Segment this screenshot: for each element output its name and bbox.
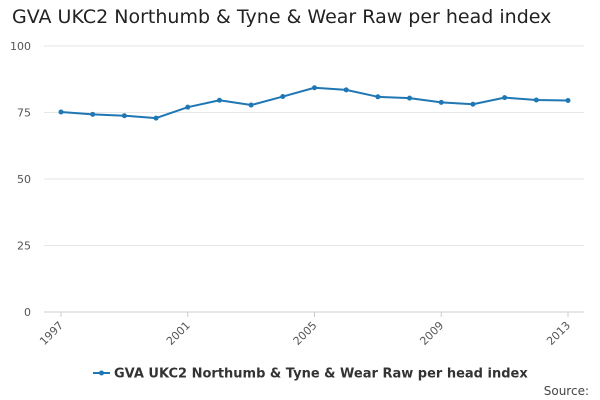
data-point-1998[interactable] (90, 111, 96, 117)
data-point-2009[interactable] (438, 99, 444, 105)
data-point-2011[interactable] (502, 95, 508, 101)
y-tick-label: 50 (17, 173, 31, 186)
data-point-2013[interactable] (565, 98, 571, 104)
y-axis-ticks: 0 25 50 75 100 (10, 40, 31, 319)
legend: GVA UKC2 Northumb & Tyne & Wear Raw per … (93, 367, 528, 382)
source-label: Source: (544, 384, 589, 398)
legend-point-marker (99, 370, 104, 376)
data-point-2008[interactable] (407, 95, 413, 101)
data-point-1999[interactable] (121, 113, 127, 119)
y-tick-label: 100 (10, 40, 31, 53)
data-point-2010[interactable] (470, 101, 476, 107)
x-tick-label: 2013 (544, 319, 573, 348)
data-point-2004[interactable] (280, 94, 286, 100)
x-tick-label: 2001 (164, 319, 193, 348)
x-tick-label: 2005 (291, 319, 320, 348)
x-tick-label: 2009 (417, 319, 446, 348)
x-axis-ticks: 1997 2001 2005 2009 2013 (37, 312, 573, 348)
y-tick-label: 0 (24, 306, 31, 319)
data-point-2002[interactable] (216, 97, 222, 103)
chart-title: GVA UKC2 Northumb & Tyne & Wear Raw per … (12, 6, 552, 28)
data-point-2007[interactable] (375, 94, 381, 100)
series-line (60, 86, 569, 120)
data-point-2012[interactable] (533, 97, 539, 103)
x-tick-label: 1997 (37, 319, 66, 348)
series-group (58, 85, 571, 121)
y-tick-label: 75 (17, 107, 31, 120)
data-point-2005[interactable] (312, 85, 317, 91)
data-point-2000[interactable] (153, 115, 159, 121)
y-tick-label: 25 (17, 240, 31, 253)
legend-label[interactable]: GVA UKC2 Northumb & Tyne & Wear Raw per … (114, 367, 528, 382)
data-point-1997[interactable] (58, 109, 64, 115)
data-point-2001[interactable] (185, 104, 191, 110)
data-point-2003[interactable] (248, 102, 254, 108)
data-point-2006[interactable] (343, 87, 349, 93)
